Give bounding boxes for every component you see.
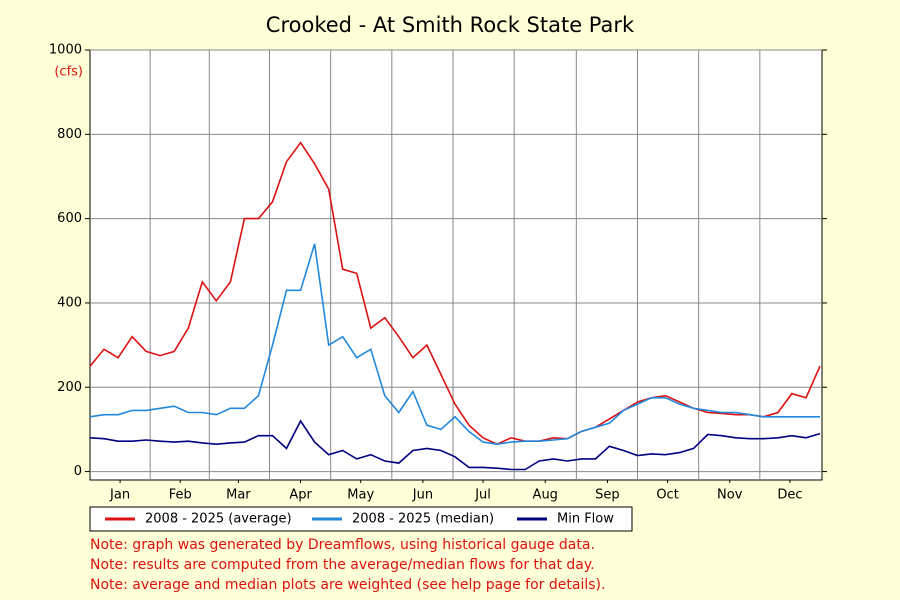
- series-line: [89, 419, 821, 471]
- y-tick-label: 0: [74, 464, 82, 479]
- note: Note: results are computed from the aver…: [90, 557, 595, 573]
- legend-label: 2008 - 2025 (average): [145, 512, 292, 527]
- y-tick-label: 400: [57, 295, 82, 310]
- x-tick-label: Feb: [169, 488, 192, 503]
- x-tick-label: Jan: [109, 488, 130, 503]
- x-tick-label: Sep: [595, 488, 620, 503]
- legend-label: Min Flow: [557, 512, 614, 527]
- note: Note: graph was generated by Dreamflows,…: [90, 537, 595, 553]
- x-tick-label: Oct: [656, 488, 678, 503]
- y-tick-label: 600: [57, 211, 82, 226]
- x-tick-label: Aug: [533, 488, 558, 503]
- y-tick-label: 200: [57, 380, 82, 395]
- x-tick-label: Dec: [777, 488, 802, 503]
- y-unit: (cfs): [54, 65, 83, 80]
- note: Note: average and median plots are weigh…: [90, 577, 605, 593]
- y-tick-label: 1000: [49, 43, 82, 58]
- x-tick-label: Mar: [226, 488, 251, 503]
- x-tick-label: Apr: [289, 488, 312, 503]
- x-tick-label: Jul: [474, 488, 491, 503]
- chart-title: Crooked - At Smith Rock State Park: [266, 13, 635, 37]
- y-tick-label: 800: [57, 127, 82, 142]
- x-tick-label: Jun: [412, 488, 433, 503]
- series-line: [89, 243, 820, 446]
- legend-label: 2008 - 2025 (median): [352, 512, 494, 527]
- plot-area: [89, 49, 823, 481]
- x-tick-label: May: [347, 488, 374, 503]
- x-tick-label: Nov: [717, 488, 743, 503]
